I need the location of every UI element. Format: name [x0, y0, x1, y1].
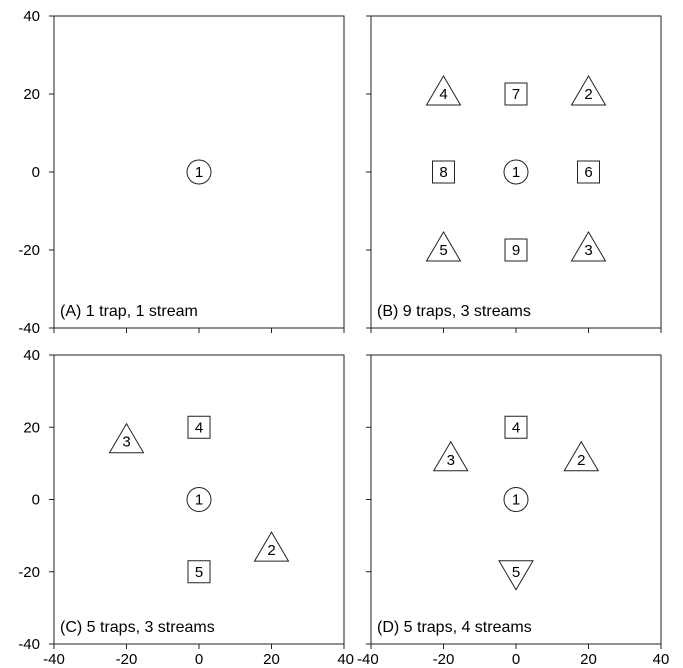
- trap-marker-3: 3: [570, 231, 607, 262]
- circle-marker: [186, 487, 212, 512]
- trap-marker-8: 8: [432, 160, 455, 184]
- y-tick-label: 0: [32, 164, 40, 181]
- marker-label: 5: [512, 564, 520, 581]
- x-tick-label: -40: [43, 651, 65, 668]
- panel-b: (B) 9 traps, 3 streams 1 2 3 4 5 6 7 8 9: [366, 15, 662, 333]
- trap-marker-5: 5: [187, 560, 211, 584]
- triangle-up-marker: [108, 422, 145, 454]
- x-tick-label: 0: [195, 651, 203, 668]
- triangle-up-marker: [425, 231, 462, 262]
- marker-label: 1: [195, 164, 203, 181]
- marker-label: 2: [267, 542, 275, 559]
- square-marker: [187, 560, 211, 584]
- x-tick-label: 20: [580, 651, 597, 668]
- marker-label: 5: [439, 242, 447, 259]
- marker-label: 4: [439, 86, 447, 103]
- marker-label: 4: [512, 419, 520, 436]
- y-tick-label: 20: [23, 86, 40, 103]
- square-marker: [577, 160, 600, 184]
- triangle-up-marker: [570, 75, 607, 106]
- square-marker: [432, 160, 455, 184]
- panel-d: (D) 5 traps, 4 streams 1 2 3 4 5: [366, 354, 662, 649]
- trap-marker-1: 1: [186, 487, 212, 512]
- panel-label: (C) 5 traps, 3 streams: [60, 619, 215, 636]
- marker-label: 1: [195, 492, 203, 509]
- trap-marker-1: 1: [503, 159, 529, 185]
- x-tick-label: -20: [433, 651, 455, 668]
- trap-marker-2: 2: [563, 440, 600, 472]
- marker-label: 2: [577, 452, 585, 469]
- triangle-down-marker: [498, 560, 534, 591]
- triangle-up-marker: [432, 440, 469, 472]
- marker-label: 3: [122, 434, 130, 451]
- trap-marker-3: 3: [108, 422, 145, 454]
- x-tick-label: -20: [116, 651, 138, 668]
- y-tick-label: 40: [23, 347, 40, 364]
- marker-label: 5: [195, 564, 203, 581]
- triangle-up-marker: [570, 231, 607, 262]
- circle-marker: [503, 159, 529, 185]
- triangle-up-marker: [563, 440, 600, 472]
- marker-label: 3: [584, 242, 592, 259]
- x-tick-label: 20: [263, 651, 280, 668]
- trap-marker-6: 6: [577, 160, 600, 184]
- trap-marker-9: 9: [504, 238, 528, 262]
- panel-label: (A) 1 trap, 1 stream: [60, 303, 198, 320]
- trap-marker-2: 2: [570, 75, 607, 106]
- marker-label: 1: [512, 164, 520, 181]
- circle-marker: [186, 159, 212, 185]
- marker-label: 1: [512, 492, 520, 509]
- marker-label: 2: [584, 86, 592, 103]
- panel-c: (C) 5 traps, 3 streams 1 2 3 4 5: [49, 354, 345, 649]
- triangle-up-marker: [425, 75, 462, 106]
- panel-label: (D) 5 traps, 4 streams: [377, 619, 532, 636]
- marker-label: 3: [447, 452, 455, 469]
- trap-marker-2: 2: [253, 531, 290, 562]
- y-tick-label: -20: [18, 564, 40, 581]
- x-tick-label: 0: [512, 651, 520, 668]
- square-marker: [187, 415, 211, 439]
- trap-marker-4: 4: [425, 75, 462, 106]
- marker-label: 9: [512, 242, 520, 259]
- marker-label: 8: [439, 164, 447, 181]
- trap-marker-1: 1: [186, 159, 212, 185]
- trap-marker-4: 4: [187, 415, 211, 439]
- trap-marker-7: 7: [504, 82, 528, 106]
- x-tick-label: 40: [337, 651, 354, 668]
- trap-marker-5: 5: [498, 560, 534, 591]
- panel-label: (B) 9 traps, 3 streams: [377, 303, 531, 320]
- marker-label: 6: [584, 164, 592, 181]
- circle-marker: [503, 487, 529, 512]
- square-marker: [504, 238, 528, 262]
- trap-marker-4: 4: [504, 415, 528, 439]
- triangle-up-marker: [253, 531, 290, 562]
- y-tick-label: -40: [18, 320, 40, 337]
- trap-marker-5: 5: [425, 231, 462, 262]
- y-tick-label: -40: [18, 636, 40, 653]
- square-marker: [504, 82, 528, 106]
- marker-label: 4: [195, 419, 203, 436]
- trap-marker-3: 3: [432, 440, 469, 472]
- y-tick-label: -20: [18, 242, 40, 259]
- x-tick-label: -40: [357, 651, 379, 668]
- y-tick-label: 40: [23, 8, 40, 25]
- square-marker: [504, 415, 528, 439]
- trap-marker-1: 1: [503, 487, 529, 512]
- marker-label: 7: [512, 86, 520, 103]
- panel-a: (A) 1 trap, 1 stream 1: [49, 15, 345, 333]
- y-tick-label: 0: [32, 492, 40, 509]
- y-tick-label: 20: [23, 419, 40, 436]
- x-tick-label: 40: [653, 651, 670, 668]
